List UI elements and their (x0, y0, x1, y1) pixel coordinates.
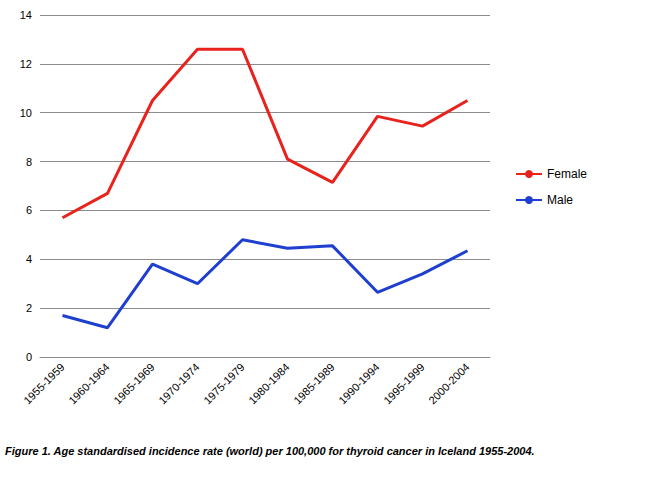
svg-text:0: 0 (26, 351, 32, 363)
svg-text:Female: Female (547, 167, 587, 181)
svg-text:1980-1984: 1980-1984 (246, 361, 292, 407)
svg-text:1970-1974: 1970-1974 (156, 361, 202, 407)
svg-text:8: 8 (26, 156, 32, 168)
svg-text:2000-2004: 2000-2004 (426, 361, 472, 407)
svg-text:1955-1959: 1955-1959 (21, 361, 67, 407)
svg-text:1995-1999: 1995-1999 (381, 361, 427, 407)
svg-text:Figure 1. Age standardised inc: Figure 1. Age standardised incidence rat… (5, 445, 535, 457)
svg-text:1975-1979: 1975-1979 (201, 361, 247, 407)
svg-text:1985-1989: 1985-1989 (291, 361, 337, 407)
svg-text:1965-1969: 1965-1969 (111, 361, 157, 407)
svg-text:10: 10 (20, 107, 32, 119)
svg-text:14: 14 (20, 9, 32, 21)
svg-text:1990-1994: 1990-1994 (336, 361, 382, 407)
svg-text:6: 6 (26, 204, 32, 216)
svg-text:12: 12 (20, 58, 32, 70)
svg-text:4: 4 (26, 253, 32, 265)
svg-text:1960-1964: 1960-1964 (66, 361, 112, 407)
svg-text:2: 2 (26, 302, 32, 314)
svg-text:Male: Male (547, 193, 573, 207)
